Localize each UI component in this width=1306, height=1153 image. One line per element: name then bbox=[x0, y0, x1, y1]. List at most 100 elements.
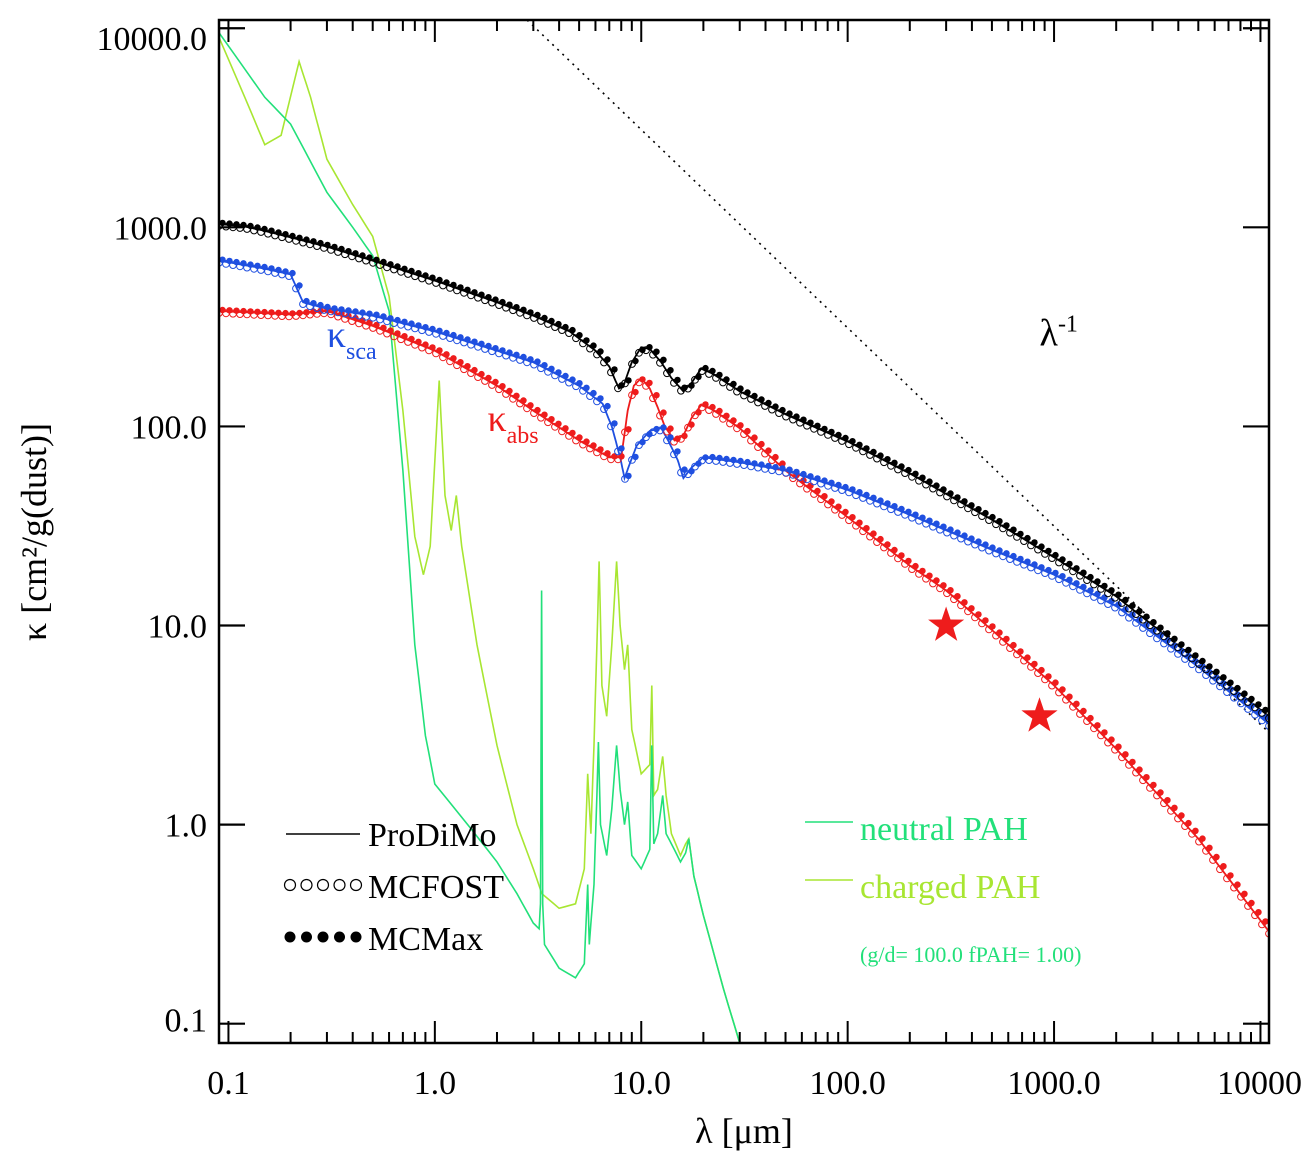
mcmax-marker bbox=[646, 379, 653, 387]
kappa-ext-markers bbox=[219, 219, 1275, 723]
mcmax-marker bbox=[905, 466, 912, 474]
mcmax-marker bbox=[891, 459, 898, 466]
mcmax-marker bbox=[828, 498, 835, 505]
mcmax-marker bbox=[303, 309, 310, 316]
observed-point-1 bbox=[928, 606, 965, 641]
mcmax-marker bbox=[310, 308, 317, 315]
mcmax-marker bbox=[653, 348, 660, 355]
mcmax-marker bbox=[1045, 566, 1052, 574]
mcmax-marker bbox=[821, 425, 828, 433]
legend-label: MCFOST bbox=[368, 869, 504, 906]
mcmax-marker bbox=[443, 329, 450, 337]
mcmax-marker bbox=[240, 307, 247, 315]
mcmax-marker bbox=[247, 308, 254, 315]
mcmax-marker bbox=[926, 572, 933, 579]
mcmax-marker bbox=[583, 384, 590, 391]
mcmax-marker bbox=[1080, 707, 1087, 715]
charged-pah-curve bbox=[219, 37, 741, 1043]
mcmax-marker bbox=[422, 272, 429, 279]
mcmax-marker bbox=[527, 402, 534, 409]
legend-open-circle bbox=[333, 878, 346, 892]
mcmax-marker bbox=[1213, 853, 1220, 861]
mcmax-marker bbox=[597, 395, 604, 402]
mcmax-marker bbox=[835, 431, 842, 439]
mcmax-marker bbox=[870, 494, 877, 501]
mcmax-marker bbox=[506, 301, 513, 308]
mcmax-marker bbox=[870, 530, 877, 537]
mcmax-marker bbox=[877, 535, 884, 543]
mcmax-marker bbox=[219, 256, 226, 263]
mcmax-marker bbox=[541, 314, 548, 322]
y-tick-label: 100.0 bbox=[131, 409, 208, 446]
mcmax-marker bbox=[1234, 684, 1241, 692]
mcmax-marker bbox=[268, 265, 275, 272]
mcmax-marker bbox=[968, 502, 975, 509]
mcmax-marker bbox=[562, 323, 569, 331]
mcmax-marker bbox=[618, 382, 625, 389]
mcmax-marker bbox=[786, 466, 793, 473]
mcmax-marker bbox=[807, 473, 814, 480]
mcmax-marker bbox=[660, 424, 667, 431]
mcmax-marker bbox=[1157, 789, 1164, 796]
mcmax-marker bbox=[1038, 543, 1045, 550]
mcmax-marker bbox=[1213, 674, 1220, 681]
mcmax-marker bbox=[933, 577, 940, 584]
mcmax-marker bbox=[324, 303, 331, 311]
mcmax-marker bbox=[1220, 680, 1227, 687]
mcmax-marker bbox=[548, 365, 555, 372]
mcmax-marker bbox=[1024, 558, 1031, 565]
mcmax-marker bbox=[1269, 712, 1275, 718]
mcmax-marker bbox=[667, 425, 674, 432]
mcmax-marker bbox=[702, 401, 709, 408]
mcmax-marker bbox=[331, 243, 338, 251]
legend-entry-prodimo: ProDiMo bbox=[286, 817, 496, 854]
mcmax-marker bbox=[723, 376, 730, 383]
mcmax-marker bbox=[576, 380, 583, 387]
mcmax-marker bbox=[590, 389, 597, 397]
mcmax-marker bbox=[464, 363, 471, 370]
mcmax-marker bbox=[646, 344, 653, 351]
mcmax-marker bbox=[982, 617, 989, 624]
mcmax-marker bbox=[1052, 551, 1059, 559]
mcmax-marker bbox=[457, 359, 464, 366]
mcmax-marker bbox=[681, 432, 688, 440]
mcmax-marker bbox=[709, 403, 716, 411]
mcmax-marker bbox=[1066, 693, 1073, 700]
kappa-ext-line bbox=[219, 223, 1269, 718]
mcmax-marker bbox=[555, 369, 562, 376]
mcmax-marker bbox=[982, 541, 989, 548]
legend-open-circle bbox=[283, 878, 297, 892]
mcmax-marker bbox=[821, 493, 828, 500]
mcmax-marker bbox=[492, 345, 499, 352]
y-tick-label: 0.1 bbox=[165, 1003, 208, 1040]
mcmax-marker bbox=[1255, 701, 1262, 708]
mcmax-marker bbox=[1206, 844, 1213, 851]
mcmax-marker bbox=[555, 420, 562, 427]
mcmax-marker bbox=[702, 364, 709, 372]
mcmax-marker bbox=[373, 256, 380, 263]
mcmax-marker bbox=[793, 413, 800, 420]
mcmax-marker bbox=[877, 452, 884, 459]
mcmax-marker bbox=[1143, 613, 1150, 620]
mcmax-marker bbox=[464, 286, 471, 293]
mcmax-marker bbox=[261, 308, 268, 316]
mcmax-marker bbox=[912, 470, 919, 477]
mcmax-marker bbox=[842, 483, 849, 491]
mcmax-marker bbox=[940, 523, 947, 530]
mcmax-marker bbox=[541, 362, 548, 369]
mcmax-marker bbox=[289, 310, 296, 317]
mcmax-marker bbox=[1199, 835, 1206, 842]
mcmax-marker bbox=[576, 434, 583, 441]
mcmax-marker bbox=[408, 335, 415, 343]
mcmax-marker bbox=[415, 270, 422, 277]
legend-filled-circle bbox=[301, 931, 312, 943]
mcmax-marker bbox=[933, 482, 940, 489]
legend-filled-circle bbox=[334, 931, 345, 943]
mcmax-marker bbox=[779, 465, 786, 472]
mcmax-marker bbox=[569, 376, 576, 383]
mcmax-marker bbox=[380, 313, 387, 320]
mcmax-marker bbox=[611, 366, 618, 373]
mcmax-marker bbox=[387, 315, 394, 322]
mcmax-marker bbox=[261, 263, 268, 271]
mcmax-marker bbox=[646, 431, 653, 438]
